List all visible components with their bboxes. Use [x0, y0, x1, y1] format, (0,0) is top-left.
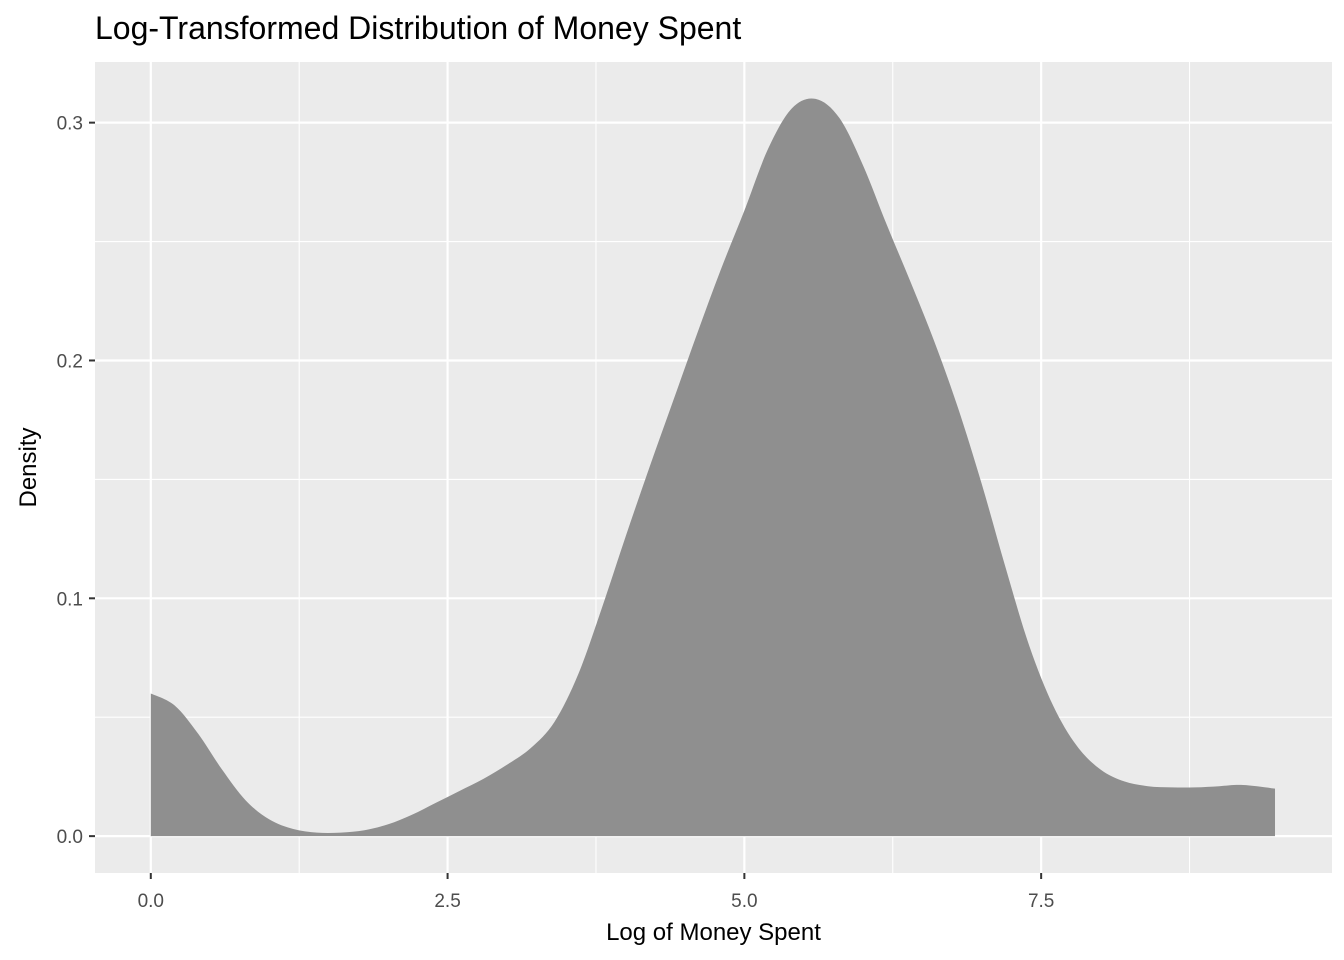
y-axis-title: Density: [15, 427, 42, 507]
y-tick-label: 0.2: [57, 351, 83, 372]
x-tick-label: 5.0: [731, 891, 757, 912]
chart-title: Log-Transformed Distribution of Money Sp…: [95, 10, 742, 46]
x-tick-label: 7.5: [1028, 891, 1054, 912]
y-axis-ticks: 0.0 0.1 0.2 0.3: [57, 114, 95, 848]
x-tick-label: 0.0: [138, 891, 164, 912]
x-tick-label: 2.5: [434, 891, 460, 912]
x-axis-ticks: 0.0 2.5 5.0 7.5: [138, 873, 1054, 912]
y-tick-label: 0.1: [57, 589, 83, 610]
y-tick-label: 0.0: [57, 827, 83, 848]
x-axis-title: Log of Money Spent: [606, 919, 821, 946]
density-area: [150, 98, 1276, 837]
y-tick-label: 0.3: [57, 114, 83, 135]
